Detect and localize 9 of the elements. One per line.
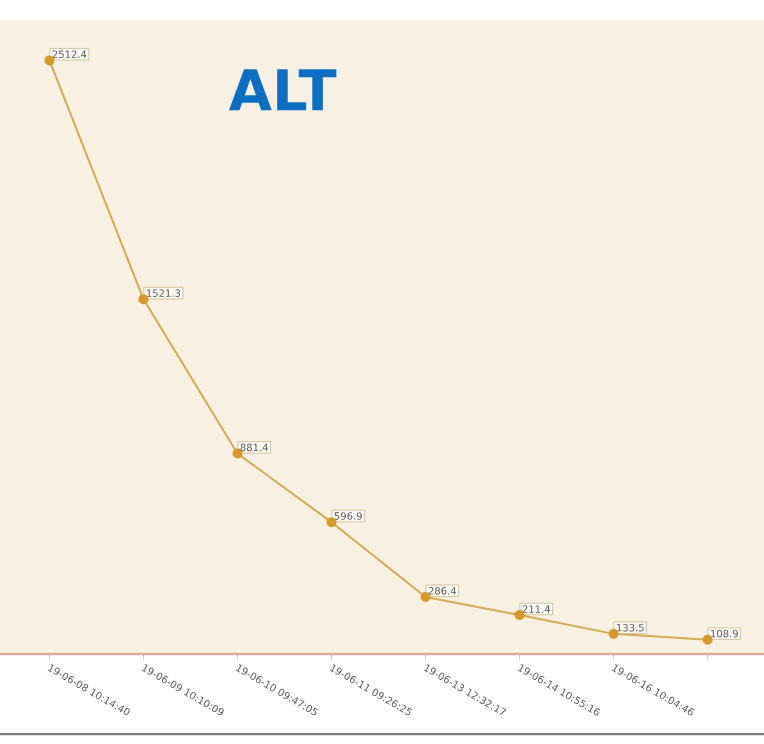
point [514, 610, 525, 621]
point [326, 517, 337, 528]
text: ALT [228, 69, 337, 111]
point [702, 634, 713, 645]
point [420, 592, 431, 603]
point [138, 294, 149, 305]
point [232, 448, 243, 459]
point [608, 628, 619, 639]
point [44, 55, 55, 66]
